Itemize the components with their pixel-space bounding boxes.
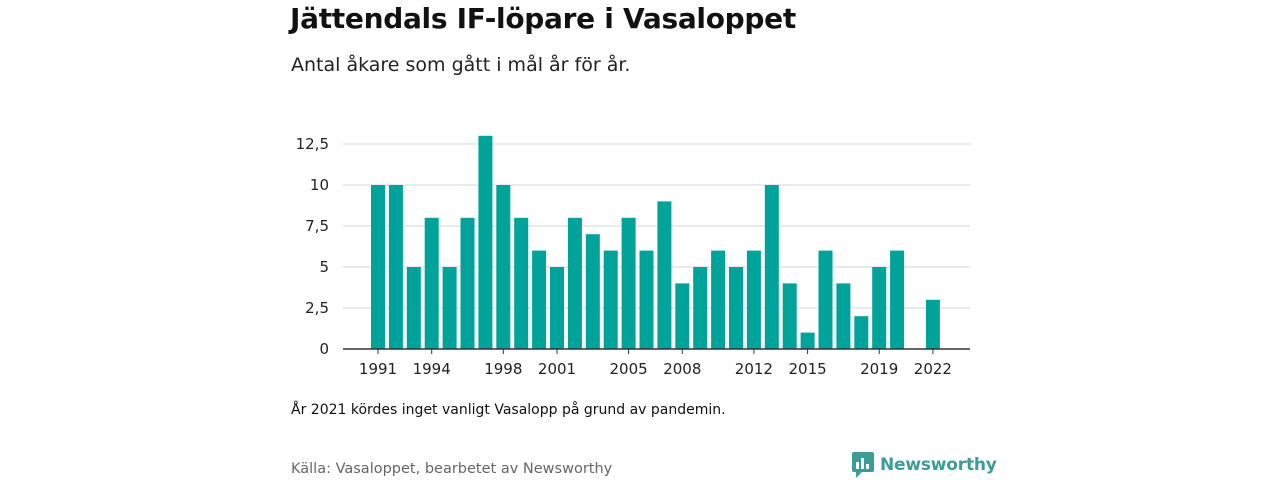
bar-2011 [729,267,743,349]
newsworthy-logo[interactable]: Newsworthy [852,452,997,478]
y-tick-label: 0 [319,340,329,358]
y-tick-label: 2,5 [305,299,329,317]
bar-2005 [621,217,636,349]
bar-2010 [711,250,726,349]
bar-2000 [532,250,547,349]
x-tick-label: 1991 [359,360,397,378]
x-tick-label: 1994 [413,360,451,378]
bar-1993 [406,267,421,349]
bar-1996 [460,217,475,349]
bar-2012 [746,250,761,349]
bar-2006 [639,250,654,349]
x-tick-label: 2019 [860,360,898,378]
bar-2014 [782,283,797,349]
y-tick-label: 10 [310,176,329,194]
bar-2019 [872,267,887,349]
bar-1997 [478,135,493,349]
x-tick-label: 2008 [663,360,701,378]
x-tick-label: 2005 [610,360,648,378]
bar-1992 [388,185,403,349]
bar-2022 [925,299,940,349]
y-tick-label: 5 [319,258,329,276]
bar-2015 [800,332,815,349]
bar-2001 [550,267,564,349]
bar-1995 [442,267,457,349]
y-tick-label: 12,5 [296,135,329,153]
bar-2008 [675,283,690,349]
x-tick-label: 2015 [789,360,827,378]
bar-2018 [854,316,869,349]
bar-1991 [371,185,385,349]
bar-2004 [603,250,618,349]
bar-1999 [514,217,529,349]
bar-2009 [693,267,708,349]
bar-2017 [836,283,851,349]
chart-subtitle: Antal åkare som gått i mål år för år. [291,54,631,76]
bar-2013 [764,185,779,349]
x-tick-label: 2001 [538,360,576,378]
y-tick-label: 7,5 [305,217,329,235]
brand-name: Newsworthy [880,455,997,475]
chart-title: Jättendals IF-löpare i Vasaloppet [290,2,796,35]
x-tick-label: 2012 [735,360,773,378]
bar-1994 [424,217,439,349]
bar-2020 [890,250,905,349]
bar-2007 [657,201,672,349]
source-credit: Källa: Vasaloppet, bearbetet av Newswort… [291,461,613,477]
x-tick-label: 1998 [484,360,522,378]
bar-2016 [818,250,833,349]
bar-2003 [585,234,600,349]
x-tick-label: 2022 [914,360,952,378]
bar-1998 [496,185,511,349]
bar-2002 [567,217,582,349]
chart-footnote: År 2021 kördes inget vanligt Vasalopp på… [291,402,726,418]
newsworthy-logo-icon [852,452,874,478]
